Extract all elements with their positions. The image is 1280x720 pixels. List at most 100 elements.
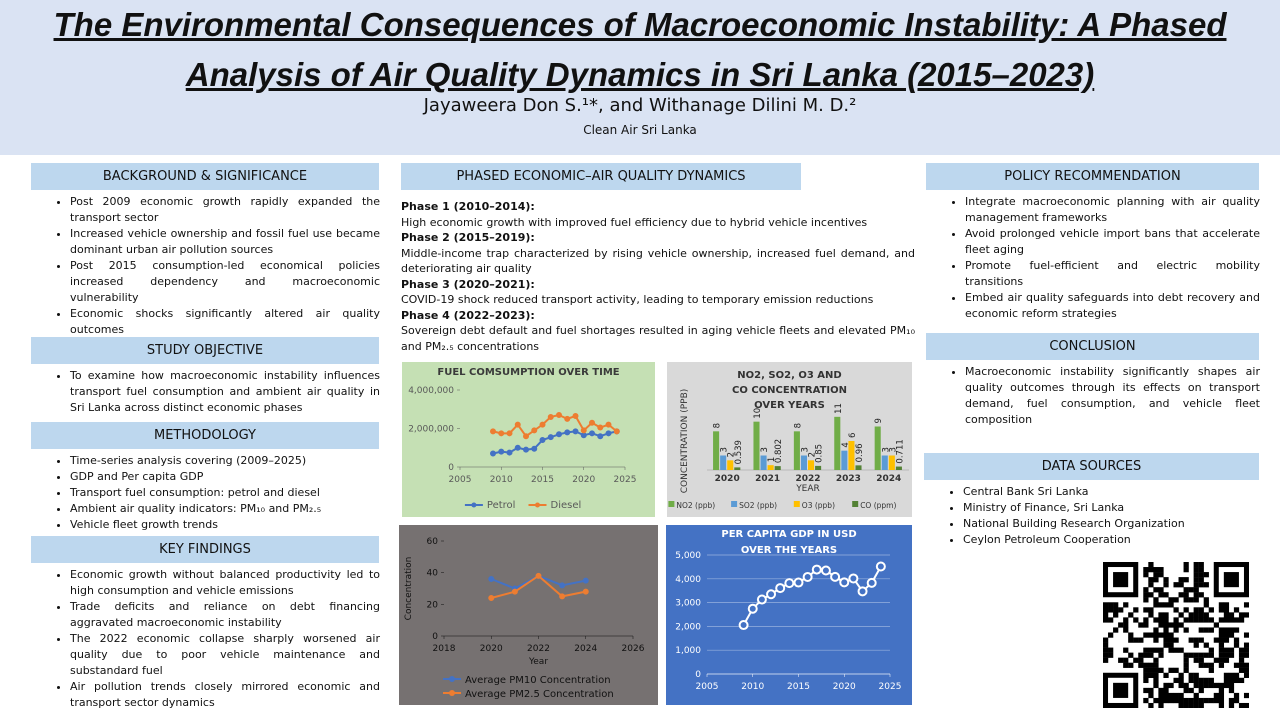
qr-module — [1228, 677, 1235, 684]
bar — [734, 467, 741, 470]
qr-module — [1193, 572, 1199, 578]
qr-module — [1103, 657, 1109, 663]
legend-label: Average PM10 Concentration — [465, 675, 611, 686]
x-tick-label: 2010 — [490, 475, 513, 485]
qr-module — [1148, 582, 1154, 588]
qr-module — [1238, 667, 1245, 673]
qr-module — [1198, 652, 1204, 658]
bar-value-label: 6 — [848, 433, 858, 438]
qr-module — [1168, 632, 1174, 638]
bar-value-label: 0.711 — [895, 439, 905, 463]
qr-module — [1143, 617, 1149, 623]
qr-module — [1108, 652, 1114, 658]
qr-module — [1193, 567, 1199, 573]
qr-module — [1148, 702, 1154, 708]
qr-module — [1198, 697, 1204, 704]
y-tick-label: 4,000,000 — [408, 386, 454, 396]
chart: Year Concentration 0 20 40 60 2018 2020 2022 2024… — [399, 525, 658, 705]
qr-module — [1193, 597, 1199, 603]
qr-module — [1173, 617, 1179, 623]
qr-module — [1193, 702, 1199, 708]
qr-module — [1198, 607, 1204, 613]
qr-module — [1193, 677, 1199, 684]
legend-label: O3 (ppb) — [802, 501, 835, 510]
qr-module — [1158, 612, 1164, 618]
qr-module — [1233, 627, 1240, 633]
bar — [720, 455, 727, 470]
qr-module — [1193, 577, 1199, 583]
x-tick-label: 2015 — [787, 682, 810, 692]
legend-marker — [449, 676, 455, 682]
qr-module — [1108, 632, 1114, 638]
qr-module — [1223, 652, 1230, 658]
data-point — [784, 578, 795, 589]
bar — [834, 416, 841, 470]
chart-background — [399, 525, 658, 705]
bar-value-label: 1 — [767, 457, 777, 462]
qr-module — [1148, 662, 1154, 668]
qr-module — [1218, 647, 1225, 653]
qr-module — [1183, 607, 1189, 613]
phase: Phase 1 (2010–2014): High economic growth… — [400, 199, 915, 230]
qr-module — [1143, 652, 1149, 658]
qr-module — [1123, 602, 1129, 608]
y-tick-label: 4,000 — [675, 575, 701, 585]
qr-module — [1153, 677, 1159, 684]
qr-module — [1243, 672, 1249, 678]
data-point — [875, 561, 886, 572]
qr-module — [1163, 687, 1169, 694]
bar-value-label: 0.96 — [855, 443, 865, 462]
legend-swatch — [668, 501, 675, 507]
qr-module — [1223, 612, 1230, 618]
phase: Phase 4 (2022–2023): Sovereign debt defau… — [400, 308, 915, 355]
qr-module — [1128, 652, 1134, 658]
qr-module — [1198, 617, 1204, 623]
qr-module — [1183, 667, 1189, 673]
qr-module — [1108, 617, 1114, 623]
y-axis-title: Concentration — [404, 557, 414, 621]
phase-text: High economic growth with improved fuel … — [401, 215, 868, 229]
data-point — [839, 577, 850, 588]
qr-module — [1168, 637, 1174, 643]
qr-module — [1158, 622, 1164, 628]
data-point — [523, 446, 529, 453]
phases-section: PHASED ECONOMIC–AIR QUALITY DYNAMICS Pha… — [400, 162, 915, 354]
qr-module — [1228, 702, 1235, 708]
bar-value-label: 3 — [760, 447, 770, 452]
data-point — [857, 586, 868, 597]
data-point — [547, 434, 554, 441]
qr-module — [1103, 647, 1109, 653]
bullet-list: Macroeconomic instability significantly … — [925, 364, 1260, 428]
phase-label: Phase 4 (2022–2023): — [401, 308, 535, 322]
phase-label: Phase 3 (2020–2021): — [401, 277, 535, 291]
qr-module — [1243, 662, 1249, 668]
bullet-item: To examine how macroeconomic instability… — [70, 368, 380, 416]
qr-module — [1193, 682, 1199, 689]
qr-module — [1133, 617, 1139, 623]
qr-module — [1198, 682, 1204, 689]
data-point — [531, 445, 538, 452]
data-point — [556, 412, 562, 419]
qr-module — [1183, 627, 1189, 633]
qr-module — [1203, 677, 1209, 684]
qr-module — [1138, 622, 1144, 628]
bullet-list: To examine how macroeconomic instability… — [30, 368, 380, 416]
data-point — [580, 427, 587, 434]
qr-module — [1103, 637, 1109, 643]
phase-label: Phase 2 (2015–2019): — [401, 231, 535, 244]
qr-module — [1158, 567, 1164, 573]
qr-module — [1183, 697, 1189, 704]
x-tick-label: 2024 — [574, 644, 597, 654]
data-point — [775, 583, 786, 594]
bar-value-label: 3 — [881, 447, 891, 452]
y-tick-label: 20 — [427, 600, 439, 610]
qr-module — [1178, 692, 1184, 699]
bar — [808, 460, 815, 470]
chart-title: PER CAPITA GDP IN USD OVER THE YEARS — [721, 529, 856, 556]
data-point — [539, 437, 546, 444]
qr-module — [1243, 667, 1249, 673]
qr-module — [1173, 627, 1179, 633]
qr-module — [1218, 627, 1225, 633]
qr-module — [1228, 612, 1235, 618]
qr-module — [1128, 662, 1134, 668]
